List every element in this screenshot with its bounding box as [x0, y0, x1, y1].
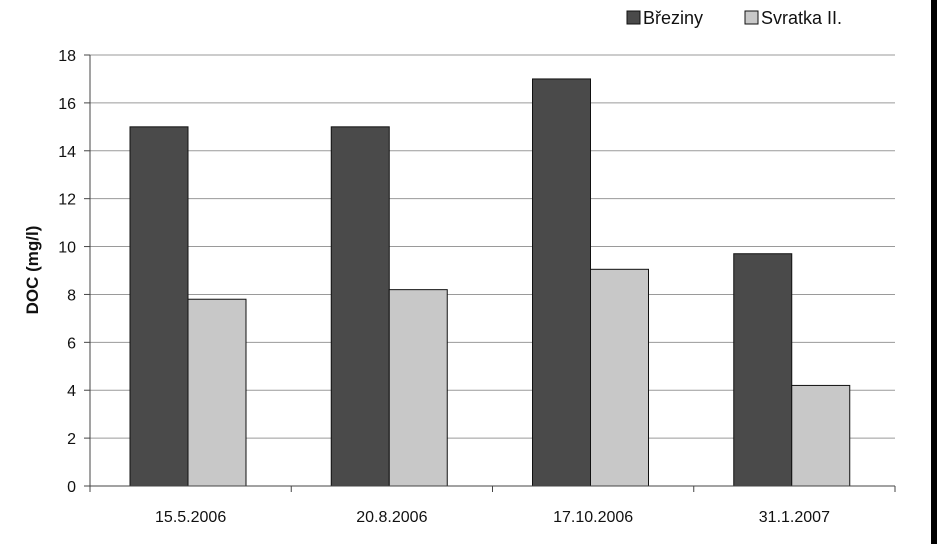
axes — [84, 54, 896, 492]
x-tick-label: 17.10.2006 — [553, 509, 633, 526]
bar — [532, 78, 591, 487]
bar — [733, 253, 793, 487]
bars — [129, 78, 851, 487]
y-tick-label: 12 — [58, 192, 76, 209]
y-tick-label: 6 — [67, 335, 76, 352]
legend: Březiny Svratka II. — [626, 8, 842, 28]
x-tick-label: 15.5.2006 — [155, 509, 226, 526]
y-tick-label: 8 — [67, 287, 76, 304]
bar — [129, 126, 189, 487]
legend-swatch — [626, 10, 641, 25]
bar — [330, 126, 390, 487]
y-tick-labels: 0 2 4 6 8 10 12 14 16 18 — [58, 48, 76, 496]
legend-label: Svratka II. — [761, 8, 842, 28]
legend-swatch — [744, 10, 759, 25]
y-tick-label: 4 — [67, 383, 76, 400]
y-tick-label: 10 — [58, 240, 76, 257]
bar — [388, 289, 448, 487]
y-tick-label: 0 — [67, 479, 76, 496]
y-tick-label: 2 — [67, 431, 76, 448]
bar — [590, 268, 649, 487]
y-tick-label: 14 — [58, 144, 76, 161]
x-tick-label: 31.1.2007 — [759, 509, 830, 526]
x-tick-label: 20.8.2006 — [356, 509, 427, 526]
frame-edge — [931, 0, 937, 544]
bar — [791, 384, 851, 487]
x-tick-labels: 15.5.2006 20.8.2006 17.10.2006 31.1.2007 — [155, 509, 830, 526]
y-tick-label: 18 — [58, 48, 76, 65]
bar — [187, 298, 247, 487]
y-axis-label: DOC (mg/l) — [23, 226, 42, 315]
y-tick-label: 16 — [58, 96, 76, 113]
legend-label: Březiny — [643, 8, 703, 28]
